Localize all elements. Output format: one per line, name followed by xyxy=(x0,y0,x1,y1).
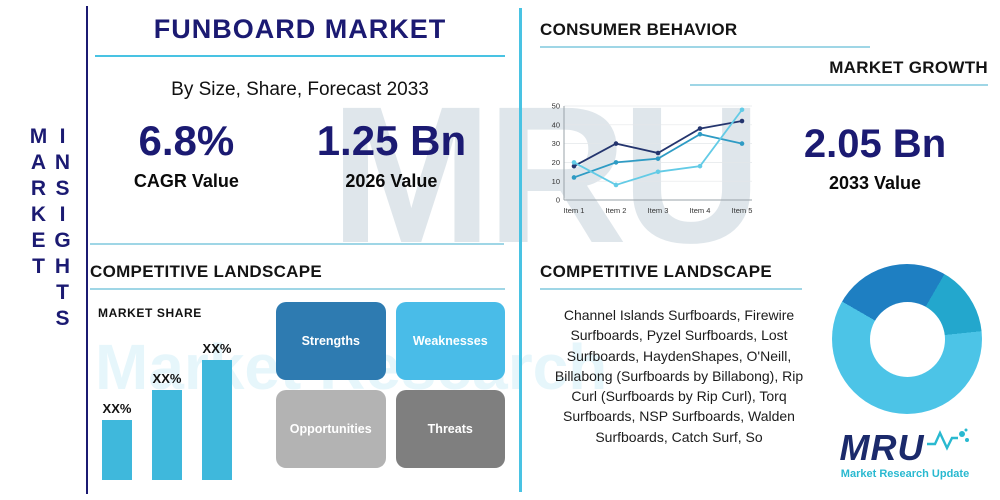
competitive-landscape-left-body: MARKET SHARE XX% XX% XX% Strengths Weakness… xyxy=(90,302,505,480)
value-2033-value: 2.05 Bn xyxy=(803,122,947,166)
market-share-bar-chart: XX% XX% XX% xyxy=(90,328,262,480)
swot-box-strengths: Strengths xyxy=(276,302,386,380)
svg-text:50: 50 xyxy=(552,102,560,111)
market-growth-line-chart: 0 10 20 30 40 50 Item 1 Item 2 Item 3 Item 4 Item … xyxy=(552,102,753,215)
market-growth-body: 0 10 20 30 40 50 Item 1 Item 2 Item 3 Item 4 Item … xyxy=(540,98,988,218)
market-share-title: MARKET SHARE xyxy=(98,306,202,320)
bar-item: XX% xyxy=(152,371,182,480)
swot-box-weaknesses: Weaknesses xyxy=(395,302,505,380)
svg-text:10: 10 xyxy=(552,177,560,186)
value-2033-label: 2033 Value xyxy=(828,173,922,193)
competitive-landscape-left-underline xyxy=(90,288,505,290)
svg-text:Item 4: Item 4 xyxy=(690,206,711,215)
bar-item: XX% xyxy=(102,401,132,480)
market-growth-underline xyxy=(690,84,988,86)
competitive-landscape-left-section: COMPETITIVE LANDSCAPE MARKET SHARE XX% XX… xyxy=(90,262,505,480)
competitive-landscape-right-section: COMPETITIVE LANDSCAPE Channel Islands Su… xyxy=(540,262,988,480)
market-overview-section: FUNBOARD MARKET By Size, Share, Forecast… xyxy=(95,14,505,192)
page-title: FUNBOARD MARKET xyxy=(153,14,447,44)
svg-text:Item 2: Item 2 xyxy=(606,206,627,215)
svg-text:20: 20 xyxy=(552,158,560,167)
mru-logo-text: MRU xyxy=(839,427,925,468)
mru-logo-tagline: Market Research Update xyxy=(840,468,970,480)
svg-text:Item 1: Item 1 xyxy=(564,206,585,215)
bar-value-label: XX% xyxy=(102,401,132,416)
title-underline xyxy=(95,55,505,57)
cagr-stat: 6.8% CAGR Value xyxy=(134,117,239,192)
consumer-behavior-underline xyxy=(540,46,870,48)
svg-text:Item 3: Item 3 xyxy=(648,206,669,215)
bar xyxy=(102,420,132,480)
swot-box-opportunities: Opportunities xyxy=(276,390,386,468)
value-2026-value: 1.25 Bn xyxy=(316,117,467,164)
bar xyxy=(152,390,182,480)
competitive-landscape-right-heading: COMPETITIVE LANDSCAPE xyxy=(540,262,773,281)
bar-item: XX% xyxy=(202,341,232,480)
cagr-value: 6.8% xyxy=(138,117,235,164)
bar xyxy=(202,360,232,480)
subtitle: By Size, Share, Forecast 2033 xyxy=(171,79,429,100)
pulse-line-icon xyxy=(927,428,970,451)
bar-value-label: XX% xyxy=(202,341,232,356)
value-2026-label: 2026 Value xyxy=(345,171,438,191)
market-insights-vertical-label: MARKET INSIGHTS xyxy=(27,125,74,333)
companies-list: Channel Islands Surfboards, Firewire Sur… xyxy=(554,307,804,445)
cagr-label: CAGR Value xyxy=(133,171,239,191)
svg-text:0: 0 xyxy=(556,196,560,205)
swot-grid: Strengths Weaknesses Opportunities Threats xyxy=(276,302,505,480)
left-horizontal-divider xyxy=(90,243,504,245)
svg-text:40: 40 xyxy=(552,120,560,129)
mru-logo-row: MRU xyxy=(839,427,971,468)
market-share-chart-wrap: MARKET SHARE XX% XX% XX% xyxy=(90,302,262,480)
stats-row: 6.8% CAGR Value 1.25 Bn 2026 Value xyxy=(95,117,505,192)
market-growth-heading: MARKET GROWTH xyxy=(829,58,988,77)
competitive-landscape-right-underline xyxy=(540,288,802,290)
value-2026-stat: 1.25 Bn 2026 Value xyxy=(317,117,466,192)
consumer-behavior-section: CONSUMER BEHAVIOR MARKET GROWTH 0 10 20 30 4… xyxy=(540,20,988,218)
center-vertical-divider xyxy=(519,8,522,492)
market-share-donut-chart xyxy=(832,264,982,414)
sidebar-divider-line xyxy=(86,6,88,494)
bar-value-label: XX% xyxy=(152,371,182,386)
mru-logo: MRU Market Research Update xyxy=(822,427,988,480)
competitive-landscape-left-heading: COMPETITIVE LANDSCAPE xyxy=(90,262,323,281)
value-2033-stat: 2.05 Bn 2033 Value xyxy=(762,122,988,194)
consumer-behavior-heading: CONSUMER BEHAVIOR xyxy=(540,20,738,39)
swot-box-threats: Threats xyxy=(395,390,505,468)
svg-text:30: 30 xyxy=(552,139,560,148)
svg-text:Item 5: Item 5 xyxy=(732,206,753,215)
